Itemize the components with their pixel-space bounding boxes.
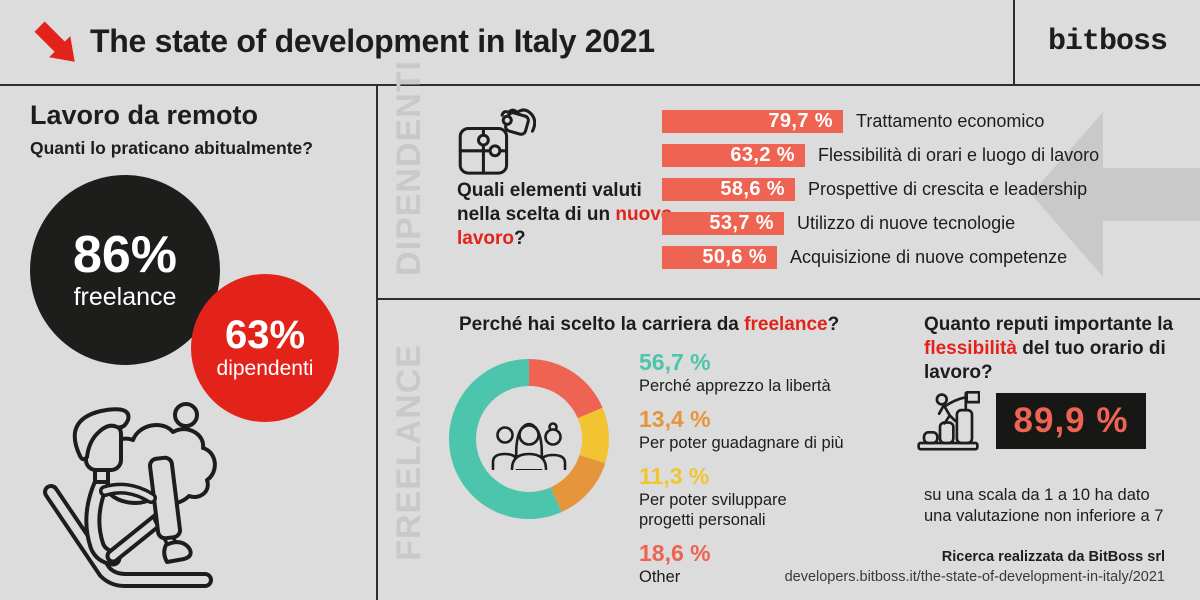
bar-value-label: 79,7 % [768, 110, 833, 132]
legend-item: 56,7 % Perché apprezzo la libertà [639, 349, 844, 396]
bar-category-label: Prospettive di crescita e leadership [808, 179, 1088, 199]
bar: 79,7 % [662, 110, 843, 133]
bar-category-label: Utilizzo di nuove tecnologie [797, 213, 1016, 233]
freelance-watermark: FREELANCE [390, 344, 428, 561]
flexibility-caption: su una scala da 1 a 10 ha dato una valuta… [924, 485, 1163, 527]
question-highlight: nuovo lavoro [457, 204, 673, 249]
freelance-question: Perché hai scelto la carriera da freelan… [459, 313, 839, 337]
legend-label: progetti personali [639, 511, 766, 529]
bar-row: 53,7 % Utilizzo di nuove tecnologie [662, 212, 1099, 235]
donut-chart [448, 359, 609, 519]
legend-label: Other [639, 568, 681, 586]
question-highlight: flessibilità [924, 338, 1017, 359]
bar-row: 58,6 % Prospettive di crescita e leadersh… [662, 178, 1099, 201]
dipendenti-label: dipendenti [216, 357, 314, 380]
flexibility-stat-value: 89,9 % [1013, 401, 1129, 440]
donut-slice [577, 407, 609, 464]
legend-item: 13,4 % Per poter guadagnare di più [639, 406, 844, 453]
arrow-down-right-icon [34, 21, 75, 62]
bar-row: 79,7 % Trattamento economico [662, 110, 1099, 133]
bar: 58,6 % [662, 178, 795, 201]
bar-category-label: Trattamento economico [856, 111, 1045, 131]
bar-value-label: 63,2 % [730, 144, 795, 166]
bar-value-label: 53,7 % [709, 212, 774, 234]
bar-category-label: Acquisizione di nuove competenze [790, 247, 1068, 267]
question-text: Quanto reputi importante la [924, 314, 1174, 335]
vertical-divider [376, 86, 378, 600]
donut-chart-wrap [448, 359, 609, 519]
bar: 63,2 % [662, 144, 805, 167]
remote-work-title: Lavoro da remoto [30, 100, 259, 130]
bar-chart: 79,7 % Trattamento economico 63,2 % Flessib… [662, 110, 1099, 280]
question-tail: del tuo orario di lavoro? [924, 338, 1166, 383]
puzzle-hand-icon [458, 108, 536, 175]
brand-logo: bitboss [1013, 0, 1200, 84]
question-mark: ? [827, 314, 840, 335]
bar: 53,7 % [662, 212, 784, 235]
dipendenti-section: DIPENDENTI Quali elementi valuti nella s… [378, 60, 1200, 298]
horizontal-divider [378, 298, 1200, 300]
question-highlight: freelance [744, 314, 828, 335]
page-title: The state of development in Italy 2021 [90, 22, 655, 59]
legend-value: 18,6 % [639, 540, 711, 566]
flexibility-question: Quanto reputi importante la flessibilità… [924, 313, 1188, 385]
research-credit: Ricerca realizzata da BitBoss srl [941, 549, 1165, 565]
bar-category-label: Flessibilità di orari e luogo di lavoro [818, 145, 1100, 165]
caption-line: su una scala da 1 a 10 ha dato [924, 485, 1150, 504]
bar-value-label: 58,6 % [720, 178, 785, 200]
dipendenti-question: Quali elementi valuti nella scelta di un… [457, 179, 673, 251]
remote-work-subtitle: Quanti lo praticano abitualmente? [30, 138, 313, 158]
legend-label: Perché apprezzo la libertà [639, 377, 831, 395]
flexibility-stat-box: 89,9 % [996, 393, 1146, 449]
donut-slice [448, 359, 562, 519]
people-group-icon [491, 422, 567, 470]
legend-item: 11,3 % Per poter sviluppare progetti perso… [639, 463, 844, 530]
header: The state of development in Italy 2021 b… [0, 0, 1200, 86]
legend-value: 56,7 % [639, 349, 711, 375]
bar: 50,6 % [662, 246, 777, 269]
caption-line: una valutazione non inferiore a 7 [924, 506, 1164, 525]
arrow-left-watermark [1031, 112, 1200, 277]
footer-credits: Ricerca realizzata da BitBoss srl develo… [785, 547, 1165, 588]
question-text: Perché hai scelto la carriera da [459, 314, 745, 335]
dipendenti-circle: 63% dipendenti [191, 274, 339, 422]
question-mark: ? [514, 228, 526, 249]
legend-item: 18,6 % Other [639, 540, 844, 587]
bar-row: 63,2 % Flessibilità di orari e luogo di l… [662, 144, 1099, 167]
donut-slice [550, 455, 606, 513]
dipendenti-percentage: 63% [224, 313, 306, 357]
freelance-circle: 86% freelance [30, 175, 220, 365]
donut-slice [529, 359, 603, 419]
legend-value: 11,3 % [639, 463, 710, 489]
climbing-steps-flag-icon [917, 391, 980, 451]
research-url: developers.bitboss.it/the-state-of-devel… [784, 569, 1165, 585]
legend-value: 13,4 % [639, 406, 711, 432]
bar-value-label: 50,6 % [702, 246, 767, 268]
freelance-label: freelance [73, 283, 177, 311]
legend-label: Per poter guadagnare di più [639, 434, 844, 452]
legend-label: Per poter sviluppare [639, 491, 787, 509]
question-text: Quali elementi valuti nella scelta di un [457, 180, 642, 225]
remote-work-panel: Lavoro da remoto Quanti lo praticano abi… [0, 86, 376, 600]
brand-logo-text: bitboss [1047, 25, 1168, 59]
person-relaxing-illustration [43, 402, 217, 588]
bar-row: 50,6 % Acquisizione di nuove competenze [662, 246, 1099, 269]
donut-legend: 56,7 % Perché apprezzo la libertà 13,4 % Pe… [639, 349, 844, 597]
freelance-percentage: 86% [72, 226, 178, 284]
freelance-section: FREELANCE Perché hai scelto la carriera … [378, 300, 1200, 600]
